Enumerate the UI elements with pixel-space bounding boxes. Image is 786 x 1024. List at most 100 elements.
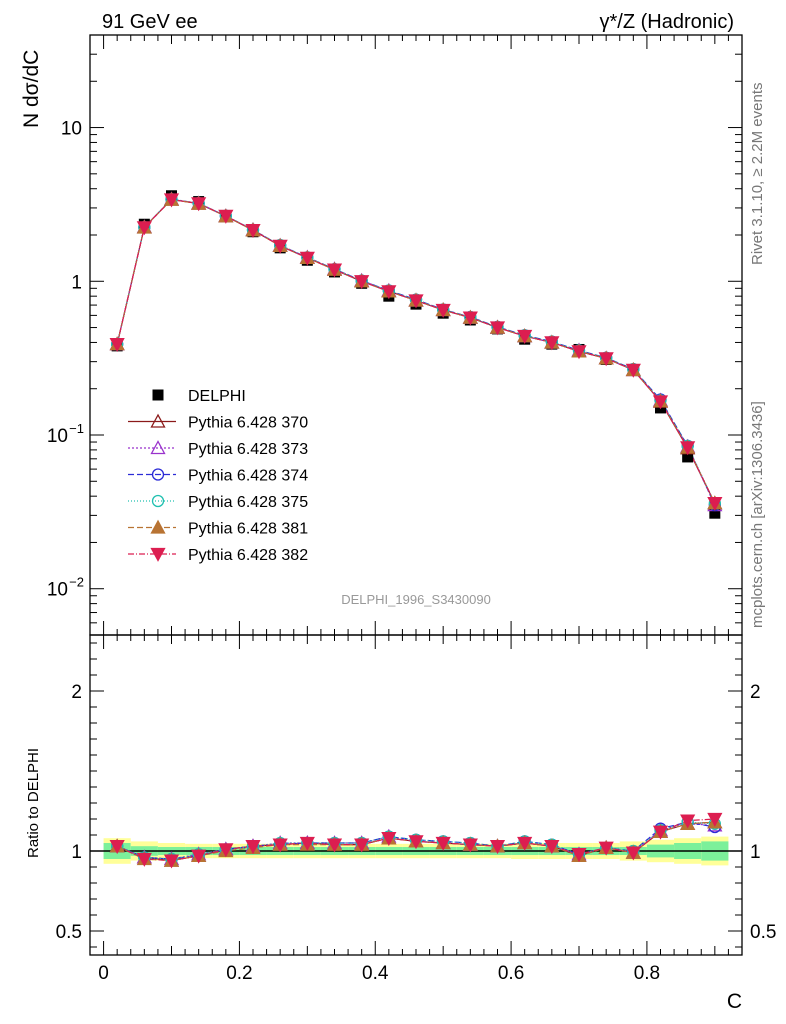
mc-point <box>109 337 125 353</box>
mc-point <box>598 352 614 367</box>
legend-marker <box>151 468 165 481</box>
ratio-point <box>707 812 723 827</box>
mc-point <box>191 197 207 212</box>
ratio-point <box>218 843 234 858</box>
ratio-y-tick-label-right: 0.5 <box>750 922 776 943</box>
ratio-point <box>462 838 478 853</box>
ratio-point <box>408 835 424 850</box>
ratio-point <box>625 846 641 861</box>
ratio-point <box>571 848 587 863</box>
mc-point <box>272 239 288 254</box>
mc-line <box>116 198 716 506</box>
ratio-line <box>116 818 715 862</box>
mc-point <box>652 395 669 410</box>
legend-marker-data <box>152 389 164 401</box>
ratio-y-tick-label: 1 <box>71 842 82 863</box>
ratio-point <box>163 854 180 869</box>
legend-label: Pythia 6.428 381 <box>188 521 308 538</box>
ratio-y-tick-label: 2 <box>71 682 82 703</box>
legend-label: Pythia 6.428 375 <box>188 494 308 511</box>
ratio-point <box>598 841 614 856</box>
mc-point <box>136 221 152 236</box>
ratio-point <box>544 840 560 855</box>
ratio-y-tick-label: 0.5 <box>56 922 82 943</box>
mc-point <box>326 263 343 278</box>
mc-point <box>381 285 397 300</box>
ratio-series-layer <box>109 812 723 869</box>
legend-label-data: DELPHI <box>188 388 246 405</box>
mc-line <box>116 198 716 506</box>
mc-point <box>625 363 641 378</box>
mc-point <box>354 275 370 290</box>
x-axis-label: C <box>727 990 742 1013</box>
mc-point <box>517 329 533 344</box>
mc-point <box>408 294 424 309</box>
main-series-layer <box>109 190 723 519</box>
rivet-label: Rivet 3.1.10, ≥ 2.2M events <box>749 83 766 266</box>
mc-point <box>163 193 180 208</box>
mcplots-label: mcplots.cern.ch [arXiv:1306.3436] <box>749 401 766 628</box>
mc-point <box>245 224 261 239</box>
main-y-tick-exponent: −2 <box>69 575 84 590</box>
main-frame <box>89 34 743 636</box>
ratio-point <box>245 840 261 855</box>
legend-label: Pythia 6.428 382 <box>188 547 308 564</box>
main-y-tick-label: 1 <box>71 272 82 293</box>
ratio-point <box>191 849 207 864</box>
legend-marker <box>150 519 166 534</box>
main-y-tick-label: 10 <box>47 426 68 447</box>
analysis-label: DELPHI_1996_S3430090 <box>341 592 491 607</box>
x-tick-label: 0.4 <box>362 963 389 984</box>
header-left: 91 GeV ee <box>102 11 198 33</box>
main-y-tick-exponent: −1 <box>69 421 84 436</box>
main-y-tick-label: 10 <box>61 119 82 140</box>
legend-marker <box>150 413 166 428</box>
ratio-point <box>489 840 506 855</box>
legend-marker <box>150 547 166 562</box>
mc-line <box>116 198 716 504</box>
mc-point <box>489 321 506 336</box>
ratio-y-tick-label-right: 1 <box>750 842 761 863</box>
ratio-point <box>354 838 370 853</box>
mc-line <box>116 198 716 504</box>
ratio-point <box>435 836 451 851</box>
legend-label: Pythia 6.428 374 <box>188 468 308 485</box>
ratio-point <box>652 825 669 840</box>
ratio-y-tick-label-right: 2 <box>750 682 761 703</box>
x-tick-label: 0.6 <box>498 963 524 984</box>
mc-point <box>435 303 451 318</box>
mc-point <box>462 311 478 326</box>
x-tick-label: 0 <box>98 963 109 984</box>
mc-point <box>707 497 723 512</box>
mc-point <box>571 345 587 360</box>
ratio-point <box>381 832 397 847</box>
ratio-point <box>136 852 152 867</box>
data-point <box>682 451 694 463</box>
ratio-line <box>116 821 715 862</box>
main-y-tick-label: 10 <box>47 580 68 601</box>
ratio-frame <box>89 634 743 956</box>
mc-point <box>544 336 560 351</box>
ratio-point <box>680 814 696 829</box>
legend-label: Pythia 6.428 370 <box>188 415 308 432</box>
ratio-point <box>299 836 315 851</box>
x-tick-label: 0.2 <box>226 963 252 984</box>
mc-point <box>218 209 234 224</box>
ratio-point <box>109 840 125 855</box>
legend-marker <box>151 494 165 508</box>
ratio-ylabel: Ratio to DELPHI <box>25 748 42 858</box>
legend-label: Pythia 6.428 373 <box>188 441 308 458</box>
x-tick-label: 0.8 <box>634 963 660 984</box>
main-ylabel: N dσ/dC <box>20 50 43 128</box>
ratio-point <box>326 838 343 853</box>
data-point <box>709 507 721 519</box>
ratio-point <box>272 838 288 853</box>
mc-point <box>299 251 315 266</box>
header-right: γ*/Z (Hadronic) <box>600 11 734 33</box>
legend-marker <box>150 440 166 455</box>
ratio-point <box>517 836 533 851</box>
mc-point <box>680 441 696 456</box>
legend: DELPHI Pythia 6.428 370 Pythia 6.428 373 Py… <box>128 388 308 564</box>
